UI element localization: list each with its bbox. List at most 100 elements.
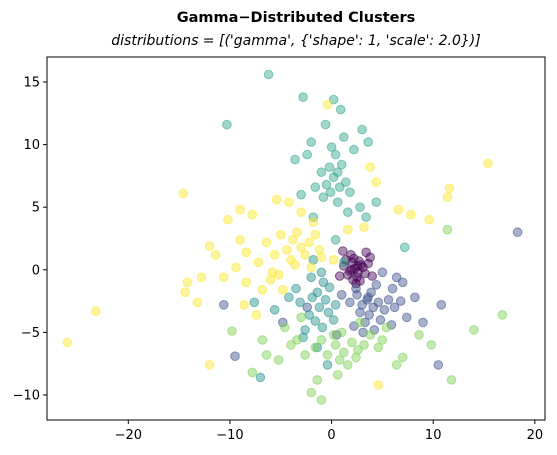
data-point	[365, 330, 376, 340]
data-point	[339, 257, 349, 268]
data-point	[330, 149, 341, 160]
data-point	[355, 307, 365, 318]
data-point	[295, 297, 305, 308]
data-point	[414, 330, 424, 340]
data-point	[402, 312, 412, 323]
data-point	[338, 246, 348, 256]
data-point	[433, 360, 444, 370]
data-point	[316, 267, 327, 278]
data-point	[296, 242, 306, 253]
data-point	[328, 254, 339, 265]
data-point	[300, 250, 310, 260]
data-point	[347, 337, 357, 348]
data-point	[359, 340, 369, 350]
data-point	[269, 305, 280, 315]
data-point	[219, 300, 229, 310]
data-point	[310, 342, 321, 353]
data-point	[365, 162, 376, 172]
data-point	[353, 345, 363, 355]
data-point	[227, 326, 237, 336]
data-point	[241, 277, 251, 288]
data-point	[383, 295, 394, 305]
data-point	[371, 197, 382, 207]
data-point	[367, 271, 378, 281]
data-point	[316, 335, 327, 345]
data-point	[406, 209, 416, 220]
data-point	[343, 207, 353, 217]
data-point	[364, 310, 375, 320]
y-tick-label: 15	[23, 76, 40, 91]
data-point	[251, 310, 262, 320]
data-point	[355, 202, 365, 212]
data-point	[276, 229, 286, 240]
data-point	[180, 287, 190, 298]
data-point	[291, 283, 301, 294]
data-point	[239, 300, 249, 310]
data-point	[442, 192, 453, 202]
data-point	[377, 335, 388, 345]
data-point	[253, 257, 264, 268]
data-point	[330, 340, 341, 350]
data-point	[241, 247, 251, 258]
data-point	[182, 277, 193, 288]
data-point	[512, 227, 523, 237]
data-points	[62, 69, 523, 405]
data-point	[231, 262, 241, 273]
data-point	[355, 276, 365, 286]
data-point	[355, 317, 365, 328]
data-point	[357, 124, 367, 135]
data-point	[349, 144, 359, 155]
data-point	[324, 282, 335, 293]
x-tick-label: −20	[115, 428, 142, 443]
data-point	[323, 307, 334, 318]
data-point	[322, 350, 333, 360]
x-tick-label: 20	[527, 428, 544, 443]
data-point	[62, 337, 73, 348]
data-point	[345, 187, 355, 197]
data-point	[358, 327, 368, 338]
data-point	[336, 290, 347, 300]
data-point	[210, 250, 221, 260]
data-point	[316, 395, 327, 405]
data-point	[222, 119, 232, 130]
data-point	[391, 272, 402, 283]
data-point	[306, 387, 317, 398]
data-point	[426, 340, 437, 350]
data-point	[280, 322, 290, 333]
data-point	[322, 99, 333, 110]
data-point	[345, 297, 355, 308]
data-point	[320, 119, 331, 130]
x-tick-label: 0	[327, 428, 335, 443]
data-point	[362, 295, 372, 305]
data-point	[387, 283, 398, 294]
data-point	[310, 316, 321, 326]
data-point	[278, 317, 288, 328]
y-tick-label: −10	[13, 388, 40, 403]
data-point	[332, 370, 343, 380]
data-point	[247, 209, 258, 220]
data-point	[257, 285, 268, 295]
data-point	[300, 350, 310, 360]
data-point	[178, 188, 188, 199]
data-point	[320, 295, 331, 305]
data-point	[330, 300, 341, 310]
data-point	[359, 222, 369, 232]
data-point	[373, 380, 384, 390]
data-point	[324, 162, 335, 172]
data-point	[263, 69, 274, 80]
data-point	[334, 182, 345, 192]
data-point	[308, 212, 319, 222]
data-point	[328, 330, 339, 340]
data-point	[339, 132, 349, 142]
data-point	[410, 292, 420, 303]
data-point	[290, 154, 300, 165]
data-point	[91, 306, 101, 316]
data-point	[381, 322, 392, 333]
data-point	[300, 325, 310, 335]
data-point	[361, 212, 371, 222]
data-point	[247, 367, 258, 378]
data-point	[310, 229, 321, 240]
data-point	[296, 312, 306, 323]
data-point	[395, 296, 406, 306]
data-point	[371, 177, 382, 187]
